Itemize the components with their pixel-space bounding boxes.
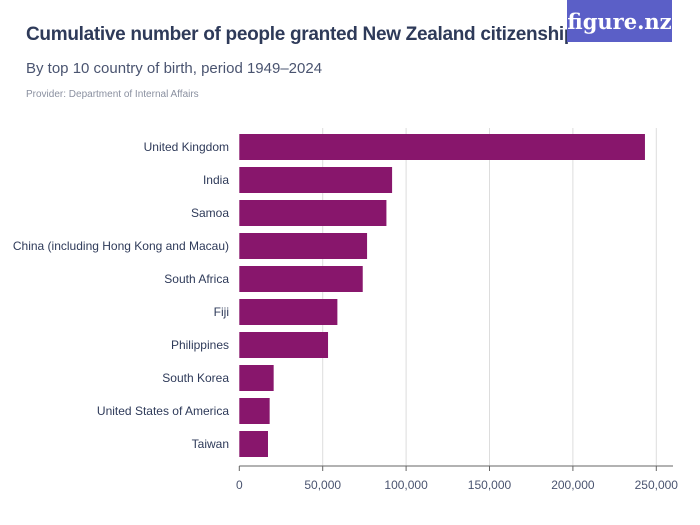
- category-label: Fiji: [214, 305, 229, 319]
- bar: [239, 299, 338, 325]
- bar: [239, 233, 368, 259]
- bar: [239, 200, 387, 226]
- chart-subtitle: By top 10 country of birth, period 1949–…: [26, 60, 323, 77]
- x-tick-label: 0: [236, 478, 243, 492]
- bar: [239, 134, 645, 160]
- figure-nz-logo[interactable]: figure.nz: [567, 0, 672, 42]
- x-tick-label: 200,000: [551, 478, 595, 492]
- bar: [239, 332, 329, 358]
- category-label: Samoa: [191, 206, 229, 220]
- chart-title: Cumulative number of people granted New …: [26, 24, 576, 45]
- category-label: Taiwan: [192, 437, 229, 451]
- x-tick-label: 50,000: [304, 478, 341, 492]
- x-tick-label: 150,000: [468, 478, 512, 492]
- bar: [239, 266, 363, 292]
- bar: [239, 167, 393, 193]
- bar: [239, 431, 268, 457]
- category-label: China (including Hong Kong and Macau): [13, 239, 229, 253]
- x-tick-label: 250,000: [635, 478, 679, 492]
- bar: [239, 365, 274, 391]
- provider-note: Provider: Department of Internal Affairs: [26, 89, 199, 100]
- category-label: South Korea: [162, 371, 229, 385]
- category-label: India: [203, 173, 229, 187]
- category-label: Philippines: [171, 338, 229, 352]
- x-tick-label: 100,000: [384, 478, 428, 492]
- category-label: South Africa: [164, 272, 229, 286]
- category-label: United Kingdom: [144, 140, 229, 154]
- category-label: United States of America: [97, 404, 229, 418]
- bar: [239, 398, 270, 424]
